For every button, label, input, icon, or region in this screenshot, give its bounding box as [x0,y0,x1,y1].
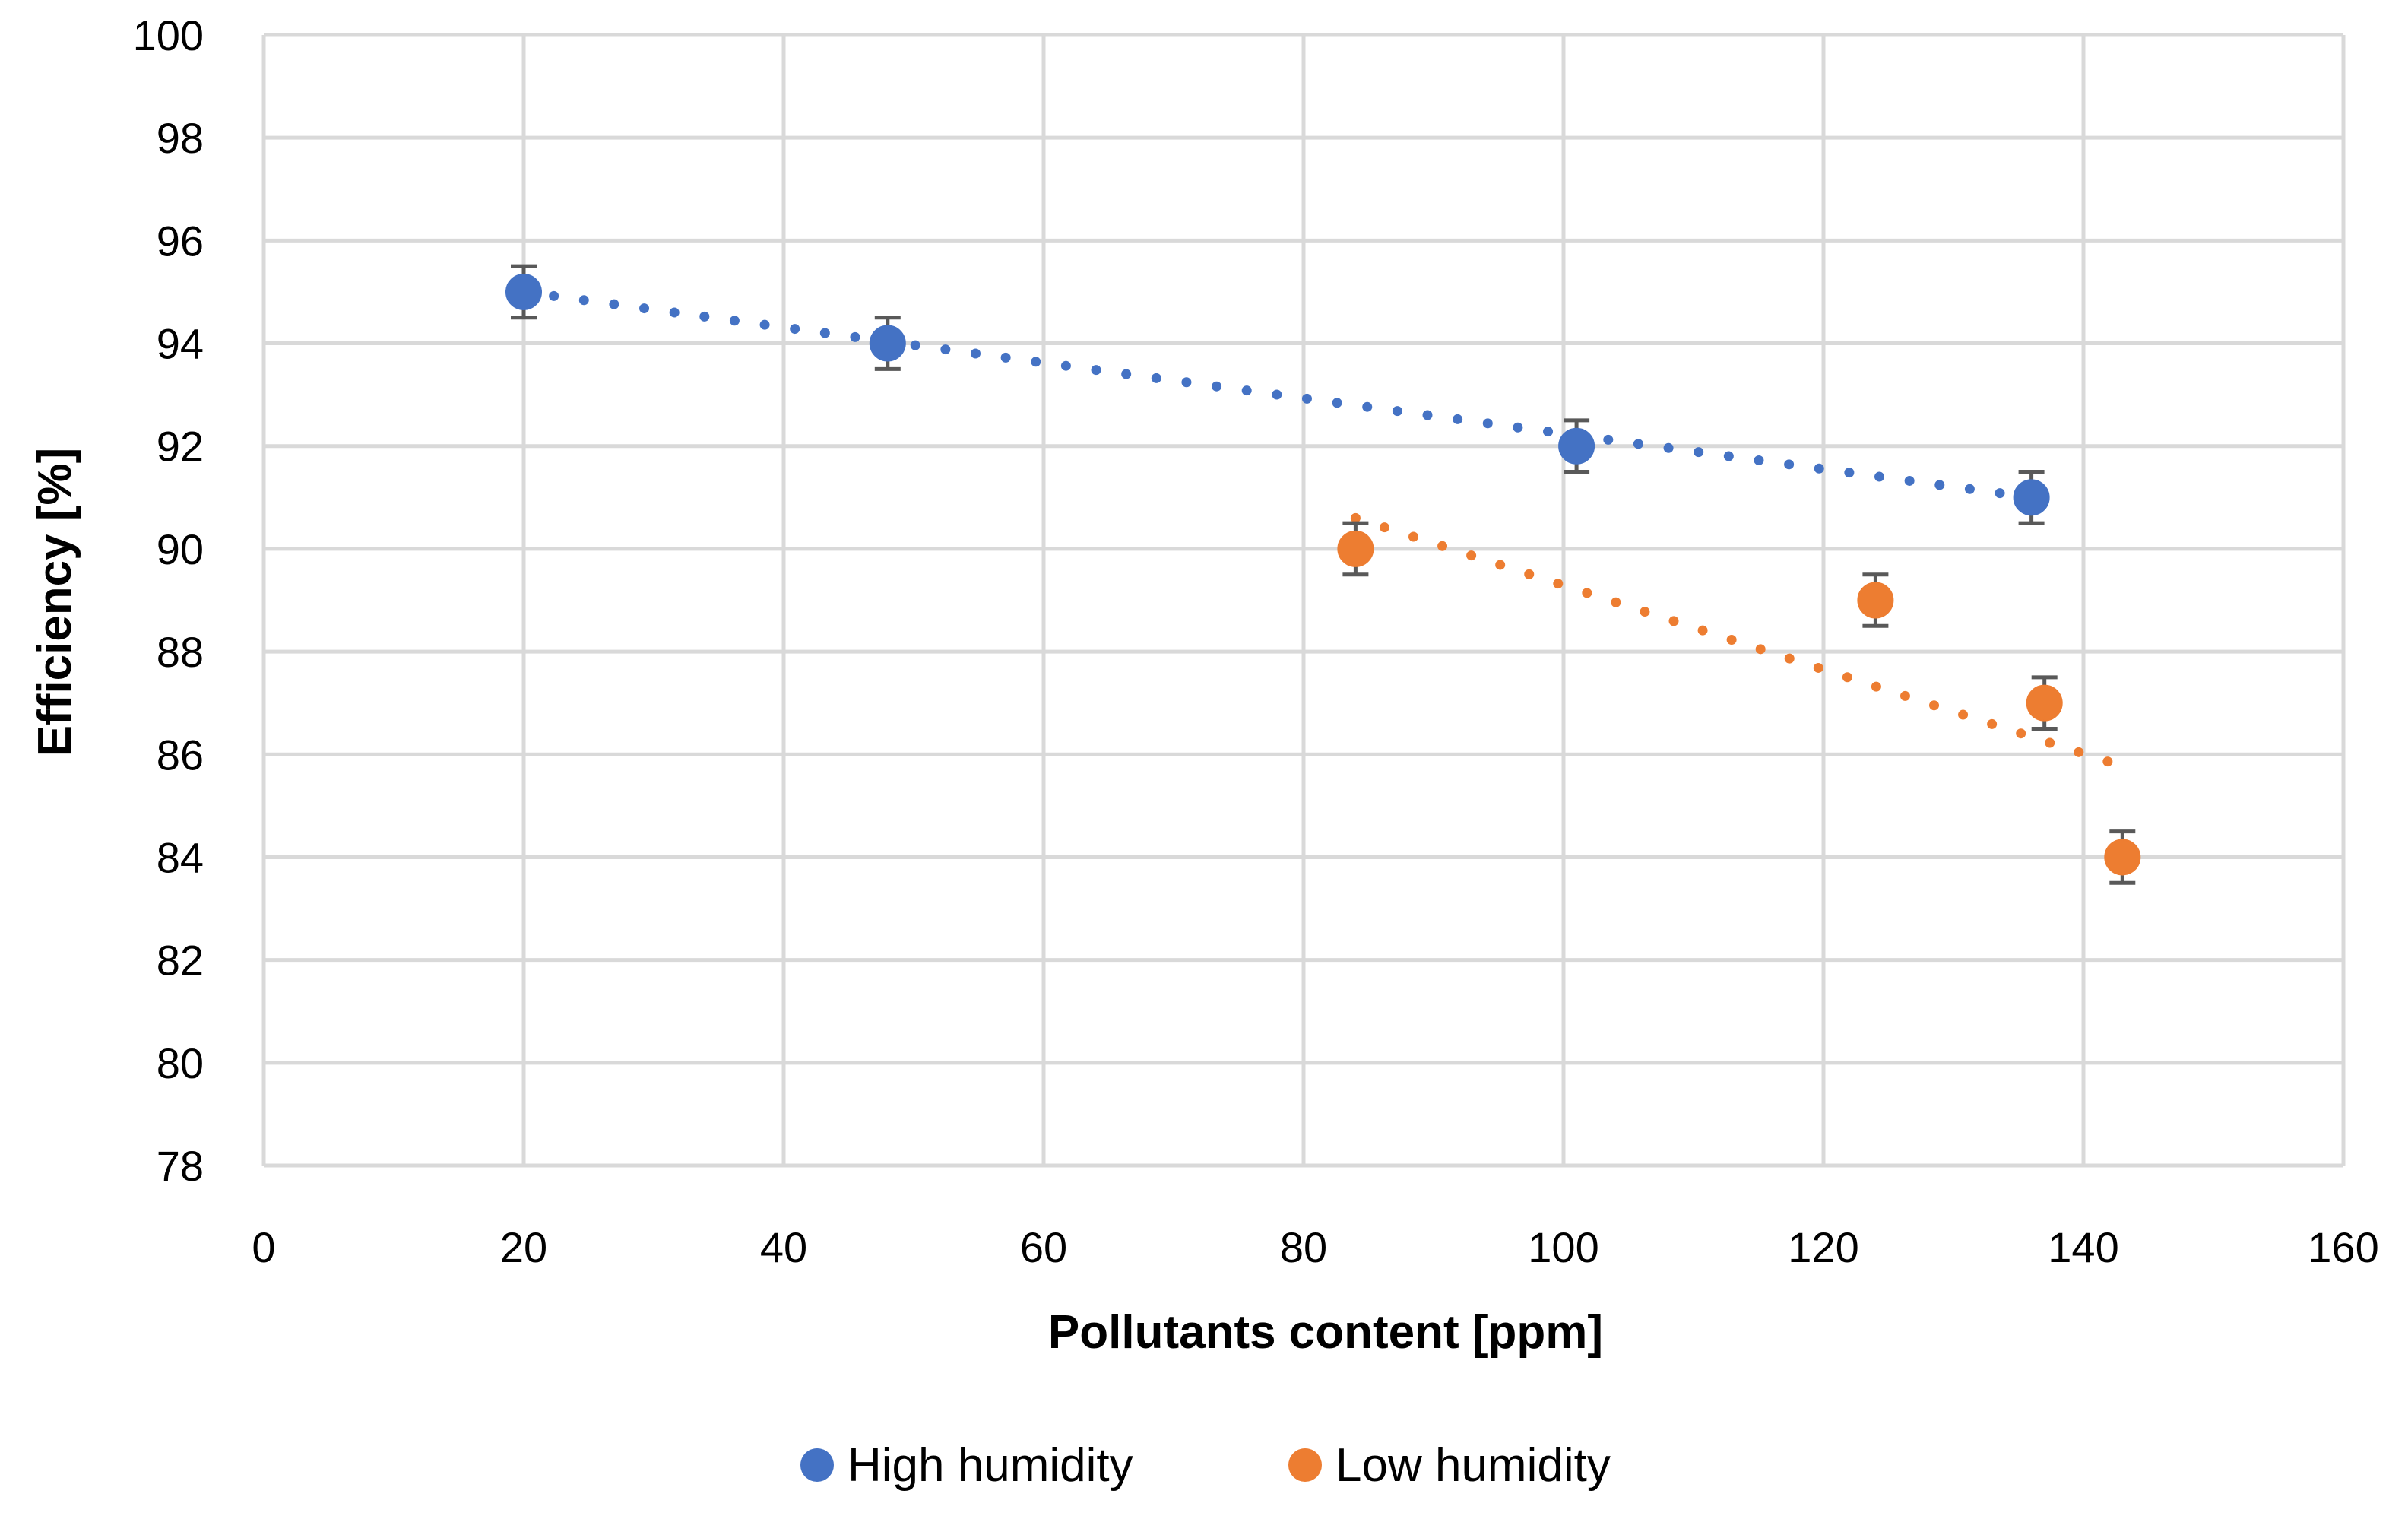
y-tick-label: 84 [157,833,204,881]
high-humidity-point [869,325,906,362]
y-tick-label: 80 [157,1039,204,1087]
high-humidity-point [2013,479,2050,516]
x-tick-label: 140 [2048,1223,2118,1271]
high-humidity-trendline [518,287,2037,503]
legend-item-high-humidity: High humidity [800,1439,1133,1492]
legend-label-low-humidity: Low humidity [1335,1439,1611,1492]
x-tick-label: 120 [1788,1223,1858,1271]
high-humidity-point [1558,427,1595,465]
data-points [505,273,2141,876]
error-bars [511,264,2136,885]
legend-item-low-humidity: Low humidity [1288,1439,1611,1492]
x-tick-label: 40 [760,1223,807,1271]
y-tick-label: 82 [157,937,204,985]
y-tick-label: 88 [157,628,204,676]
x-tick-label: 0 [252,1223,275,1271]
x-axis-title: Pollutants content [ppm] [1048,1306,1603,1359]
x-tick-label: 80 [1280,1223,1327,1271]
y-tick-label: 86 [157,731,204,779]
y-tick-label: 96 [157,217,204,265]
high-humidity-point [505,273,542,310]
tick-labels: 0 20 40 60 80 100 120 140 160 78 80 82 84 86 88 90 92 94 9… [133,11,2379,1271]
grid [261,33,2346,1168]
low-humidity-point [2104,839,2141,876]
low-humidity-point [2026,684,2063,722]
y-tick-label: 94 [157,320,204,368]
x-tick-label: 160 [2308,1223,2378,1271]
low-humidity-point [1337,530,1374,567]
legend-marker-high-humidity [800,1448,834,1482]
y-axis-title: Efficiency [%] [29,448,81,757]
y-tick-label: 92 [157,423,204,471]
legend: High humidity Low humidity [800,1439,1611,1492]
y-tick-label: 100 [133,11,204,59]
x-tick-label: 100 [1528,1223,1598,1271]
low-humidity-trendline [1350,512,2115,767]
low-humidity-point [1857,582,1894,619]
y-tick-label: 78 [157,1142,204,1190]
trendlines [518,287,2115,767]
legend-label-high-humidity: High humidity [848,1439,1133,1492]
x-tick-label: 60 [1020,1223,1067,1271]
legend-marker-low-humidity [1288,1448,1322,1482]
y-tick-label: 90 [157,525,204,573]
x-tick-label: 20 [500,1223,547,1271]
y-tick-label: 98 [157,114,204,162]
